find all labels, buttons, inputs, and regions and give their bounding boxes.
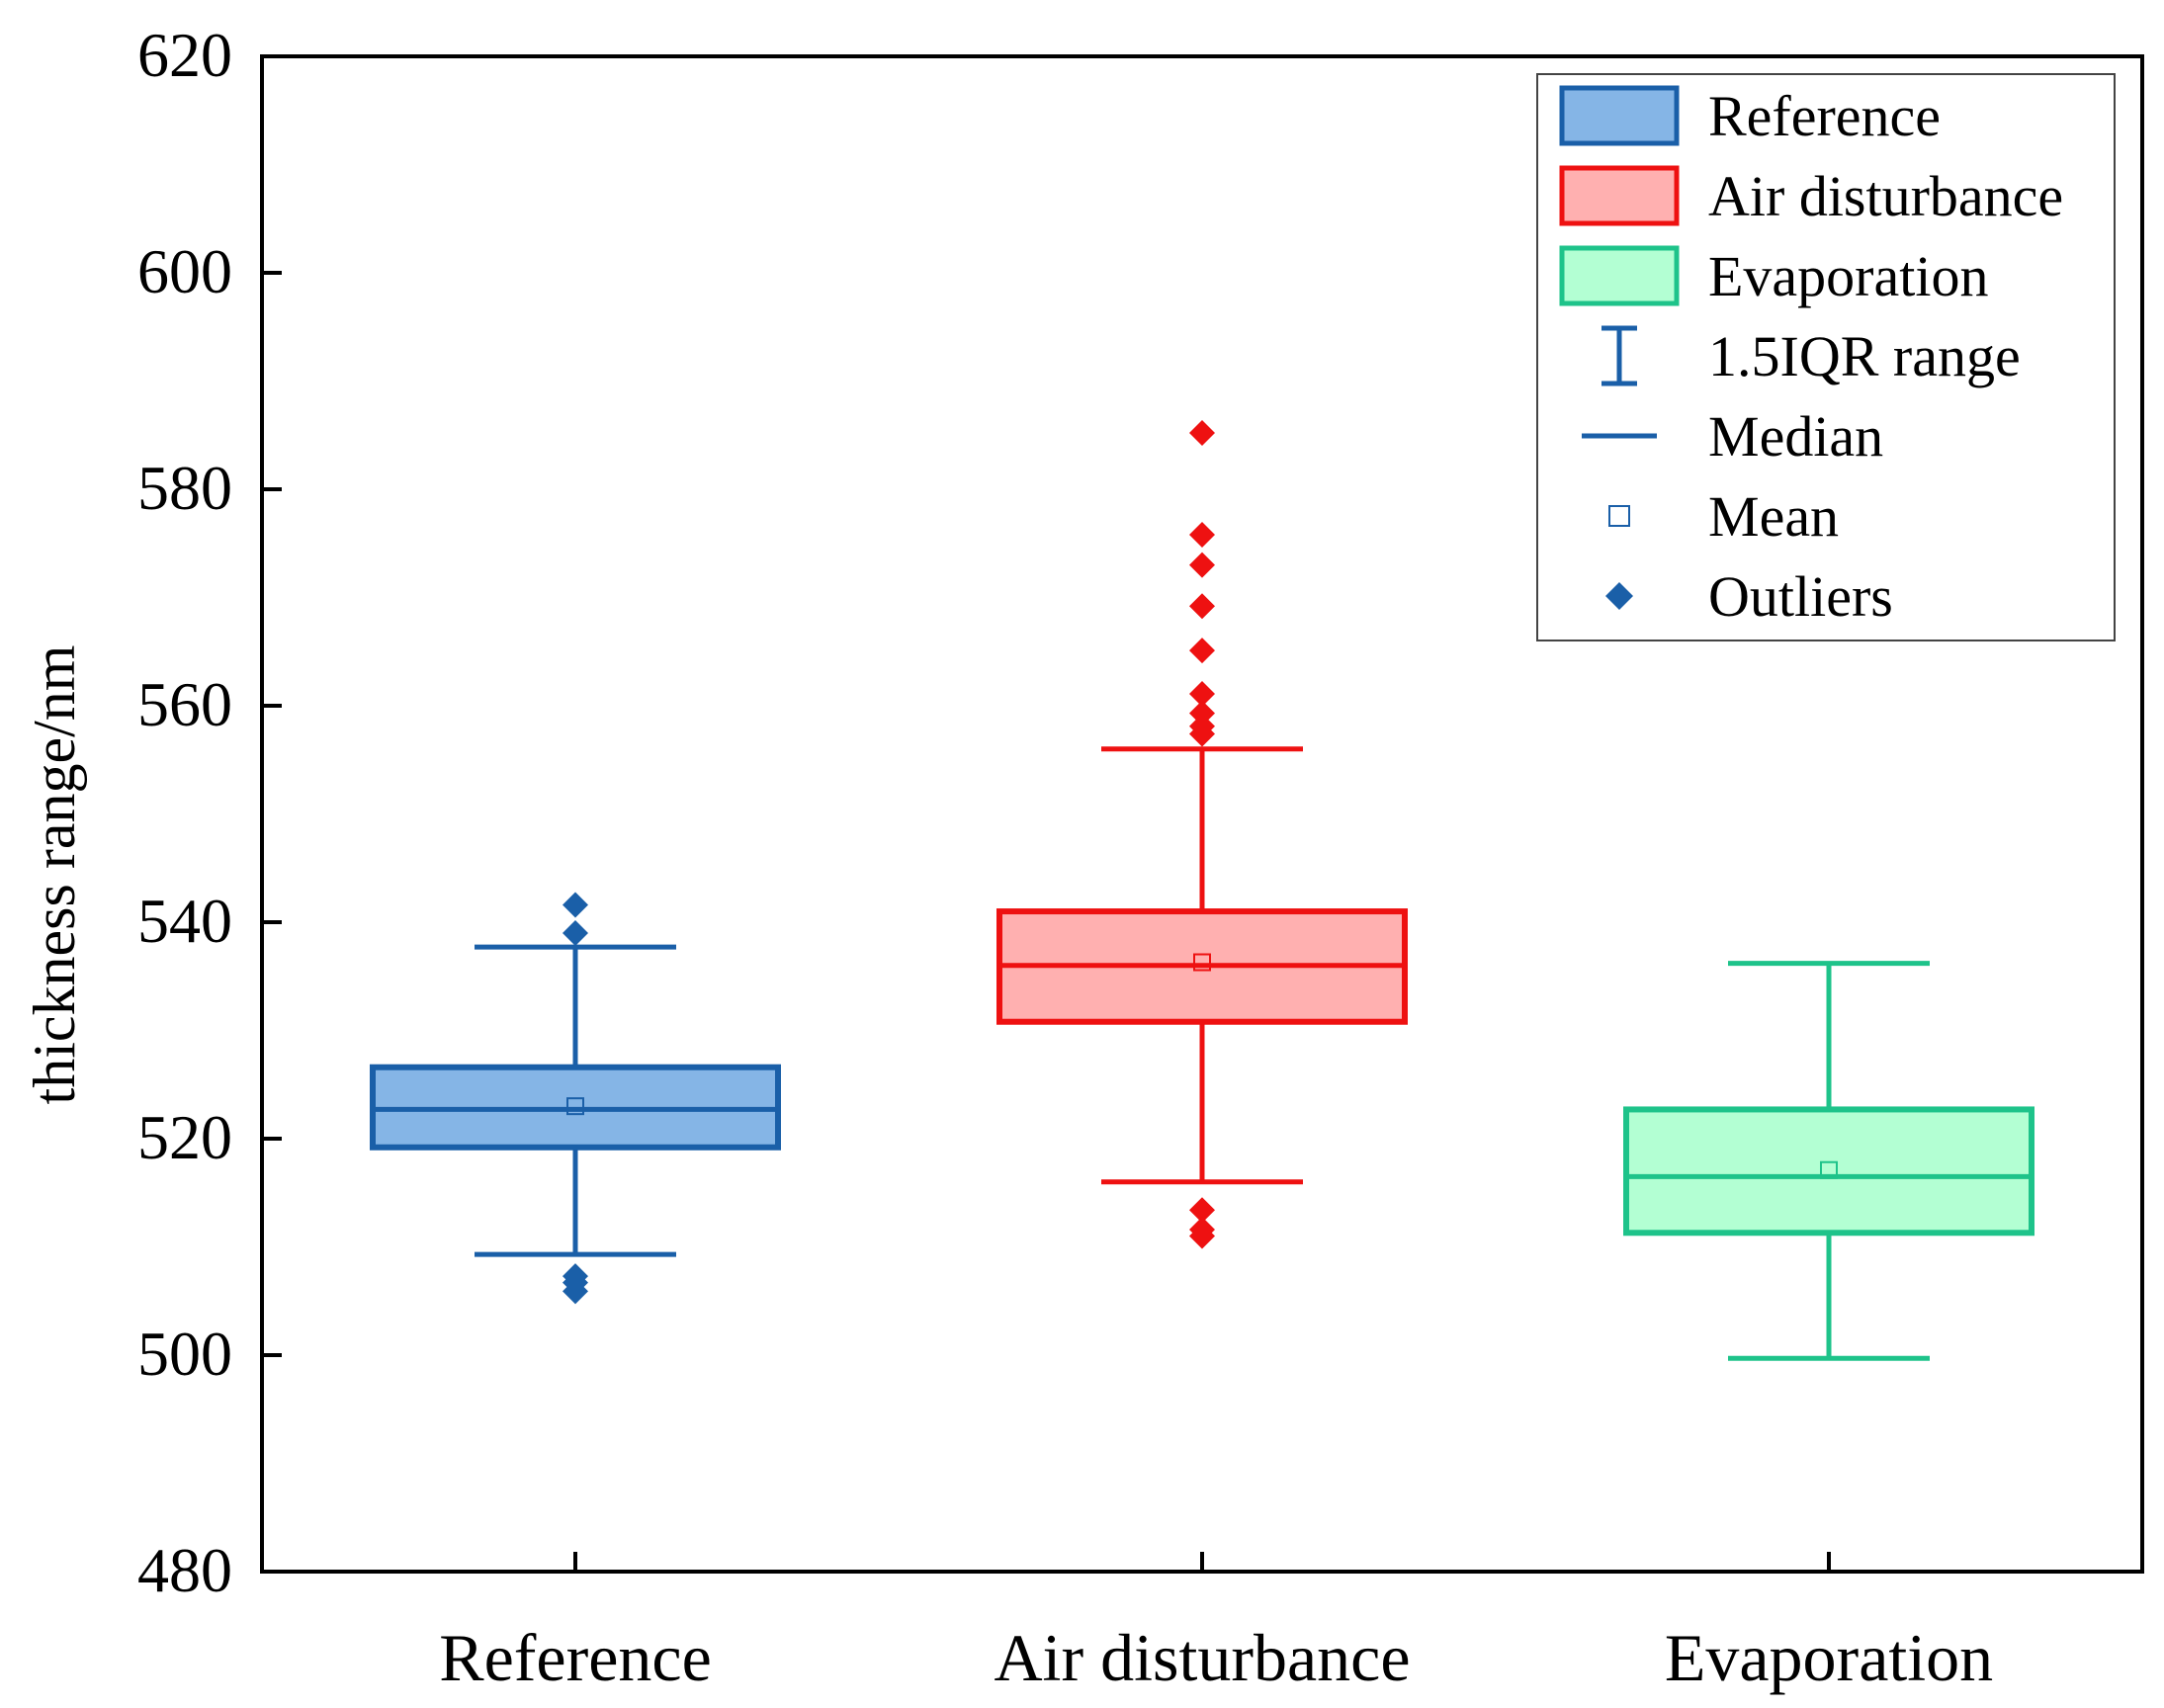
box-air-disturbance <box>996 420 1408 1249</box>
outlier-point <box>563 1278 588 1305</box>
x-tick-label: Reference <box>439 1620 712 1695</box>
iqr-box <box>1623 1106 2034 1237</box>
outlier-point <box>1189 1197 1215 1224</box>
legend-label: Air disturbance <box>1708 164 2063 228</box>
legend-label: Outliers <box>1708 564 1893 629</box>
legend-outlier-symbol <box>1605 582 1633 610</box>
outlier-point <box>1189 593 1215 620</box>
legend-entry: Reference <box>1559 84 1941 148</box>
outlier-point <box>1189 721 1215 747</box>
legend-entry: Evaporation <box>1559 244 1988 308</box>
legend-label: Mean <box>1708 484 1839 549</box>
y-tick-label: 480 <box>137 1535 232 1605</box>
legend: Reference Air disturbance Evaporation 1.5IQ… <box>1536 73 2116 641</box>
legend-label: Evaporation <box>1708 244 1988 308</box>
y-axis: 480 500 520 540 560 580 600 620 <box>137 20 282 1605</box>
y-tick-label: 580 <box>137 453 232 523</box>
legend-label: Median <box>1708 404 1883 469</box>
outlier-point <box>1189 700 1215 726</box>
y-tick-label: 540 <box>137 886 232 956</box>
plot-content <box>370 420 2034 1361</box>
outlier-point <box>1189 638 1215 664</box>
x-axis: Reference Air disturbance Evaporation <box>439 1552 1993 1695</box>
legend-swatch <box>1559 165 1680 226</box>
y-tick-label: 600 <box>137 236 232 306</box>
x-tick-label: Evaporation <box>1665 1620 1993 1695</box>
legend-label: 1.5IQR range <box>1708 324 2021 388</box>
y-tick-label: 560 <box>137 669 232 739</box>
box-evaporation <box>1623 961 2034 1361</box>
mean-marker <box>1820 1160 1838 1179</box>
outlier-point <box>563 892 588 918</box>
legend-entry: 1.5IQR range <box>1601 324 2021 388</box>
legend-swatch <box>1559 245 1680 306</box>
y-tick-label: 500 <box>137 1319 232 1389</box>
legend-entry: Median <box>1582 404 1883 469</box>
x-tick-label: Air disturbance <box>994 1620 1410 1695</box>
legend-entry: Air disturbance <box>1559 164 2063 228</box>
legend-label: Reference <box>1708 84 1941 148</box>
outlier-point <box>1189 1223 1215 1249</box>
mean-marker <box>1193 953 1211 972</box>
box-reference <box>370 892 781 1305</box>
legend-mean-symbol <box>1608 505 1630 527</box>
y-tick-label: 620 <box>137 20 232 90</box>
legend-entry: Outliers <box>1605 564 1893 629</box>
outlier-point <box>1189 680 1215 707</box>
legend-swatch <box>1559 85 1680 146</box>
legend-entry: Mean <box>1608 484 1839 549</box>
y-axis-label: thickness range/nm <box>22 645 87 1105</box>
outlier-point <box>1189 552 1215 578</box>
outlier-point <box>563 919 588 946</box>
outlier-point <box>1189 521 1215 548</box>
outlier-point <box>1189 420 1215 447</box>
mean-marker <box>566 1097 584 1116</box>
y-tick-label: 520 <box>137 1102 232 1172</box>
